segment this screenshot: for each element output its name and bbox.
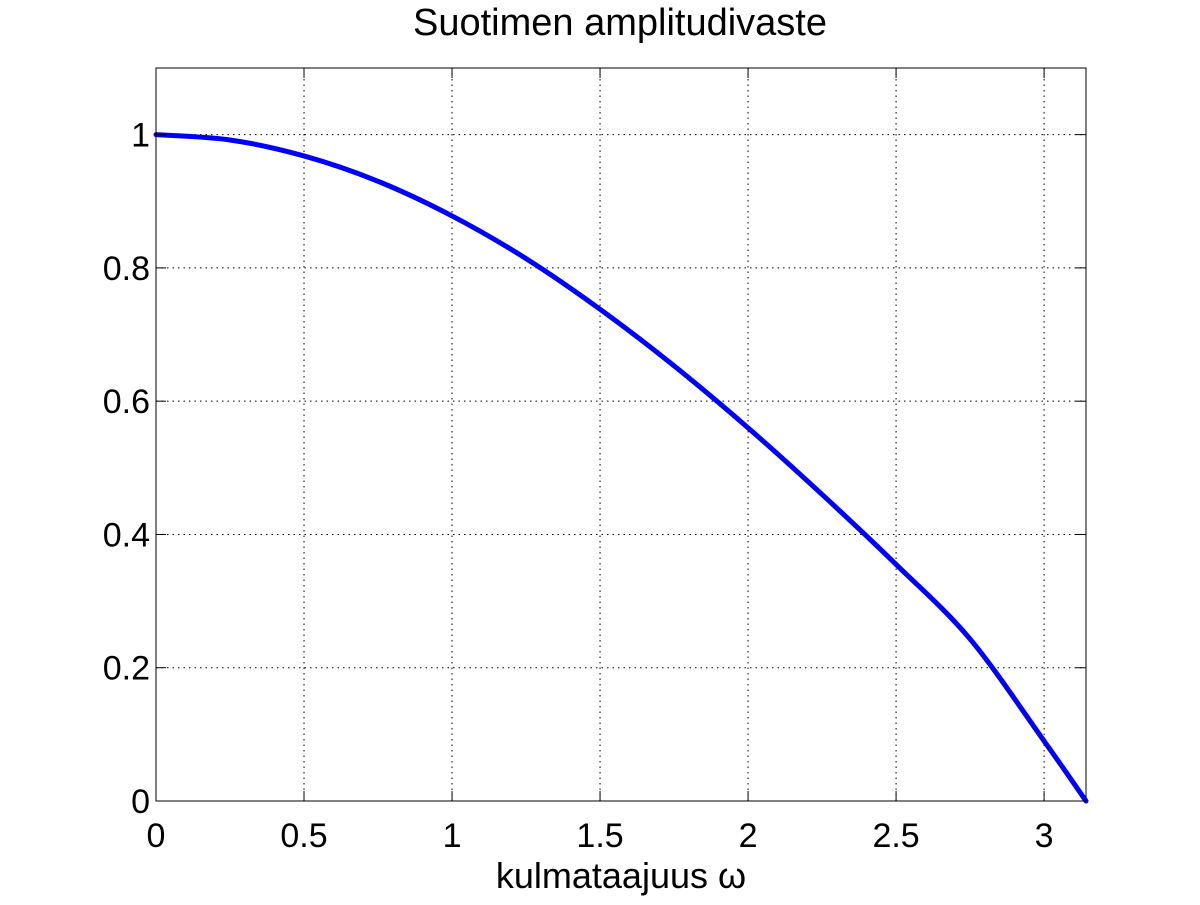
plot-frame — [155, 67, 1087, 802]
y-tick-label: 0 — [131, 783, 150, 821]
x-tick-label: 3 — [1035, 817, 1054, 855]
y-tick-label: 0.4 — [103, 516, 150, 554]
axis-ticks: 0 0.5 1 1.5 2 2.5 3 0 0.2 0.4 0.6 0.8 1 — [103, 68, 1086, 855]
y-tick-label: 0.8 — [103, 250, 150, 288]
x-tick-label: 1.5 — [576, 817, 623, 855]
series-line — [153, 132, 1089, 804]
chart-title: Suotimen amplitudivaste — [413, 2, 827, 44]
y-tick-label: 1 — [131, 117, 150, 155]
y-tick-label: 0.2 — [103, 650, 150, 688]
x-tick-label: 0 — [147, 817, 166, 855]
x-tick-label: 2.5 — [872, 817, 919, 855]
x-tick-label: 1 — [443, 817, 462, 855]
y-tick-label: 0.6 — [103, 383, 150, 421]
x-tick-label: 2 — [739, 817, 758, 855]
x-axis-label: kulmataajuus ω — [496, 855, 746, 896]
grid-lines — [156, 68, 1086, 801]
series-layer — [153, 132, 1089, 804]
x-tick-label: 0.5 — [280, 817, 327, 855]
